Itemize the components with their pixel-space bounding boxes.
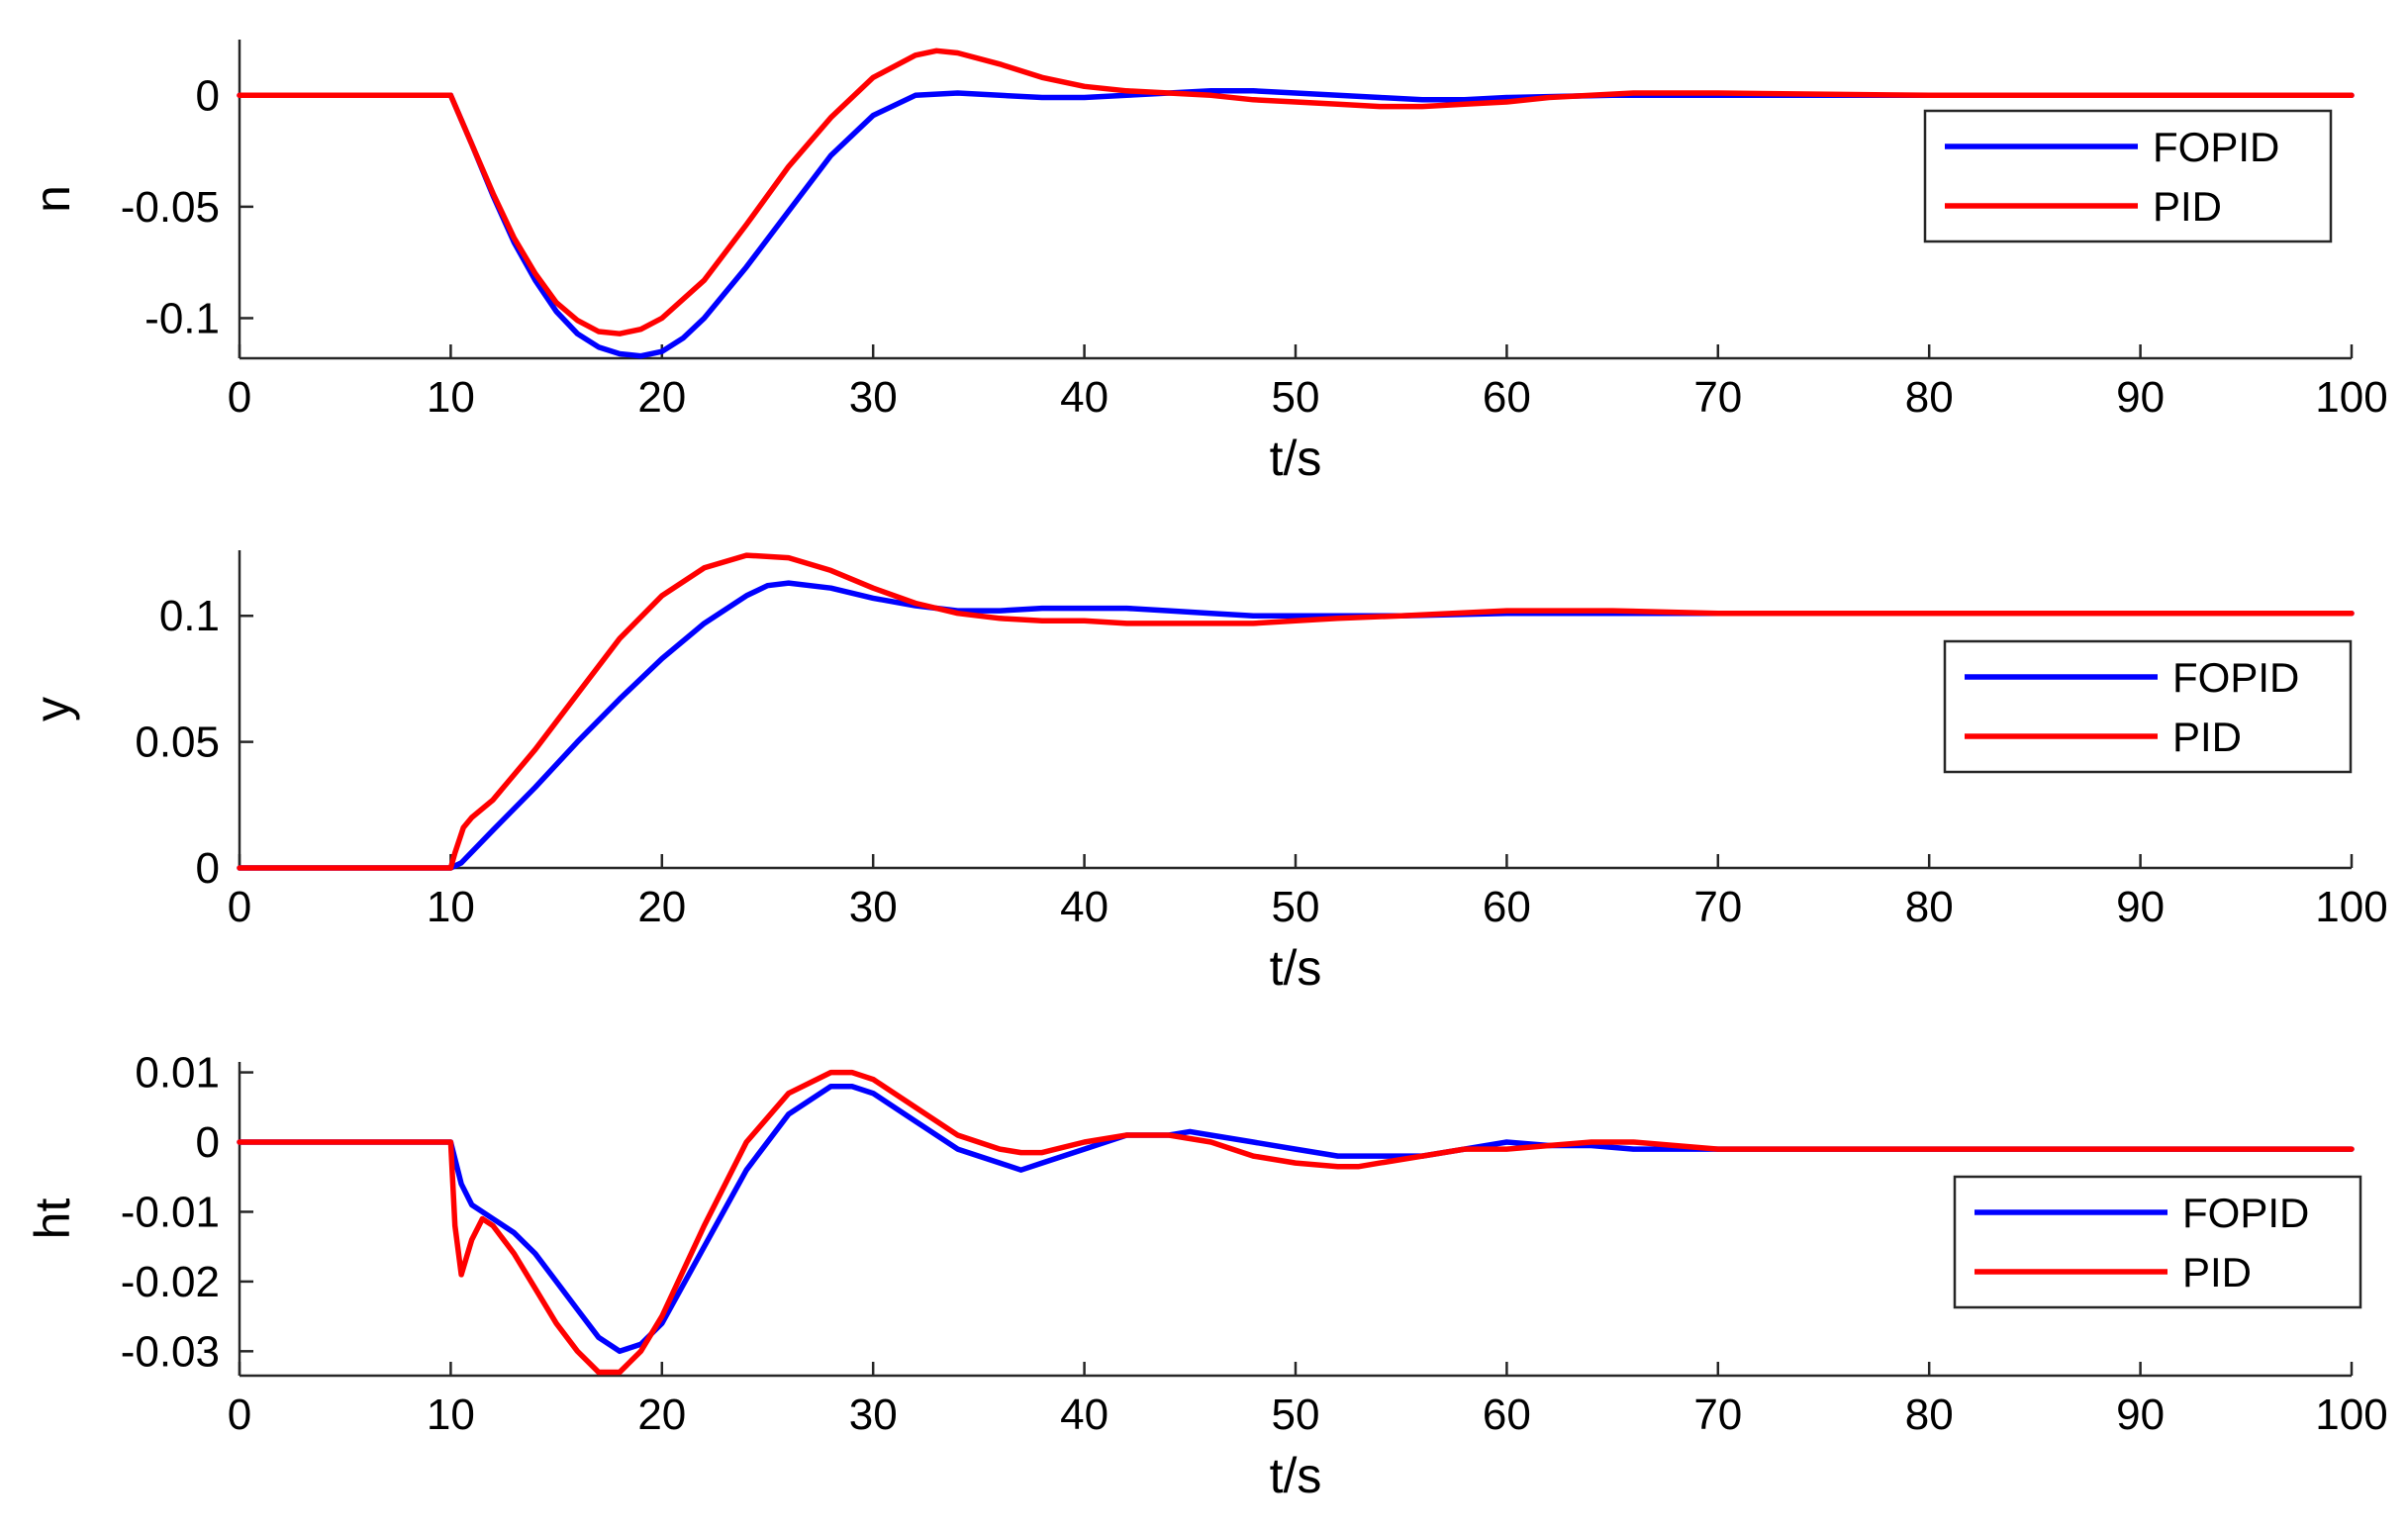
chart-2-y-axis-label: y	[25, 697, 80, 721]
chart-3-x-tick-label: 30	[849, 1390, 898, 1439]
chart-2-x-tick-label: 20	[637, 883, 686, 931]
chart-1-legend-box	[1923, 109, 2333, 243]
chart-3-x-tick-label: 10	[427, 1390, 475, 1439]
chart-2-x-tick-label: 30	[849, 883, 898, 931]
chart-2-x-tick-label: 70	[1693, 883, 1742, 931]
chart-1-x-tick-label: 50	[1272, 373, 1320, 422]
chart-2-y-tick-label: 0.05	[135, 719, 220, 767]
chart-1-y-tick-label: -0.1	[144, 294, 220, 342]
chart-2-legend-label-fopid: FOPID	[2172, 654, 2299, 701]
chart-2-y-tick-label: 0	[196, 844, 220, 893]
chart-3-x-tick-label: 0	[228, 1390, 251, 1439]
chart-1-x-tick-label: 80	[1905, 373, 1954, 422]
chart-1-y-tick-label: 0	[196, 71, 220, 120]
chart-1-series-pid-line	[237, 48, 2355, 336]
chart-3-legend: FOPID PID	[1953, 1175, 2362, 1309]
chart-1-legend-label-fopid: FOPID	[2153, 124, 2279, 170]
chart-3-y-axis-label: ht	[25, 1198, 80, 1240]
chart-3-x-tick-label: 50	[1272, 1390, 1320, 1439]
chart-2-x-tick-label: 80	[1905, 883, 1954, 931]
chart-2-series-pid-line	[237, 552, 2355, 871]
chart-2-x-tick-label: 50	[1272, 883, 1320, 931]
chart-1-x-tick-label: 60	[1483, 373, 1531, 422]
chart-3-legend-label-fopid: FOPID	[2182, 1190, 2309, 1236]
chart-1-x-tick-label: 70	[1693, 373, 1742, 422]
chart-2-legend-box	[1943, 639, 2353, 774]
chart-1-x-tick-label: 0	[228, 373, 251, 422]
chart-1-y-axis-label: n	[25, 185, 80, 213]
chart-3-x-tick-label: 70	[1693, 1390, 1742, 1439]
chart-3-y-tick-label: -0.03	[121, 1327, 220, 1376]
chart-2-x-tick-label: 40	[1060, 883, 1108, 931]
chart-1-x-tick-label: 10	[427, 373, 475, 422]
chart-3-x-tick-label: 40	[1060, 1390, 1108, 1439]
chart-1-x-tick-label: 30	[849, 373, 898, 422]
chart-3: 0 10 20 30 40 50 60 70 80 90 100 0.01 0 -0.01 -0.02 -0.…	[25, 1049, 2388, 1503]
chart-2-x-axis-label: t/s	[1270, 940, 1322, 996]
chart-3-y-tick-label: 0.01	[135, 1049, 220, 1098]
chart-2: 0 10 20 30 40 50 60 70 80 90 100 0 0.05 0.1 t/s y FOPID P…	[25, 550, 2388, 996]
chart-3-x-tick-label: 100	[2315, 1390, 2387, 1439]
chart-1-legend-label-pid: PID	[2153, 183, 2222, 230]
chart-2-x-tick-label: 60	[1483, 883, 1531, 931]
chart-1-x-tick-label: 100	[2315, 373, 2387, 422]
chart-1-x-tick-label: 90	[2116, 373, 2165, 422]
chart-3-x-tick-label: 20	[637, 1390, 686, 1439]
chart-1-legend: FOPID PID	[1923, 109, 2333, 243]
chart-1-x-tick-label: 40	[1060, 373, 1108, 422]
chart-1-x-axis-label: t/s	[1270, 431, 1322, 486]
chart-2-x-tick-label: 0	[228, 883, 251, 931]
chart-3-series-pid-line	[237, 1069, 2355, 1376]
chart-3-y-tick-label: -0.02	[121, 1258, 220, 1306]
chart-3-y-tick-label: -0.01	[121, 1188, 220, 1236]
chart-2-legend-label-pid: PID	[2172, 714, 2242, 760]
chart-1-y-tick-label: -0.05	[121, 183, 220, 232]
chart-3-x-tick-label: 60	[1483, 1390, 1531, 1439]
chart-3-y-tick-label: 0	[196, 1118, 220, 1167]
chart-2-x-tick-label: 100	[2315, 883, 2387, 931]
chart-3-legend-label-pid: PID	[2182, 1249, 2252, 1295]
chart-1-series-fopid-line	[237, 88, 2355, 359]
chart-3-x-axis-label: t/s	[1270, 1448, 1322, 1503]
chart-2-x-tick-label: 10	[427, 883, 475, 931]
chart-2-x-tick-label: 90	[2116, 883, 2165, 931]
chart-2-y-tick-label: 0.1	[159, 592, 220, 640]
chart-3-x-tick-label: 80	[1905, 1390, 1954, 1439]
chart-3-x-tick-label: 90	[2116, 1390, 2165, 1439]
chart-2-legend: FOPID PID	[1943, 639, 2353, 774]
chart-1: 0 10 20 30 40 50 60 70 80 90 100 0 -0.05 -0.1 t/s n FOPI…	[25, 40, 2388, 486]
chart-3-legend-box	[1953, 1175, 2362, 1309]
chart-1-x-tick-label: 20	[637, 373, 686, 422]
